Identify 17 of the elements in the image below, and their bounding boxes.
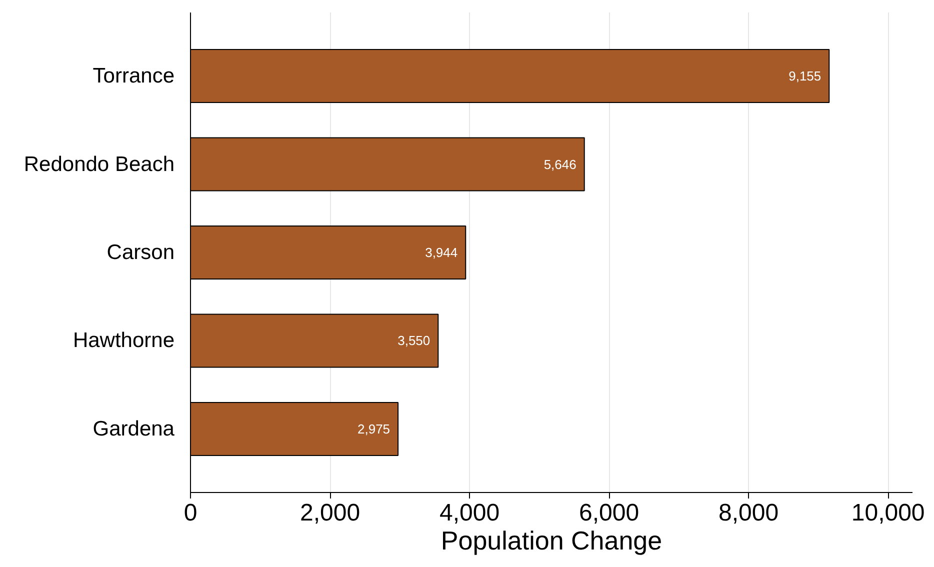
data-label: 5,646 [544,156,576,172]
data-label: 2,975 [358,421,390,436]
data-label: 3,550 [398,333,430,348]
y-tick-label: Redondo Beach [24,152,175,176]
x-axis-title: Population Change [440,526,662,556]
y-tick-label: Carson [106,241,175,264]
x-tick-label: 10,000 [851,500,925,526]
x-tick-label: 4,000 [440,500,500,526]
x-tick-label: 0 [184,500,198,526]
x-tick-label: 8,000 [718,500,779,526]
y-tick-label: Hawthorne [72,329,175,352]
y-tick-label: Gardena [92,417,175,440]
y-tick-label: Torrance [92,64,174,88]
data-label: 9,155 [788,68,822,84]
x-tick-label: 6,000 [579,500,640,526]
data-label: 3,944 [425,245,458,260]
x-tick-label: 2,000 [300,500,360,526]
